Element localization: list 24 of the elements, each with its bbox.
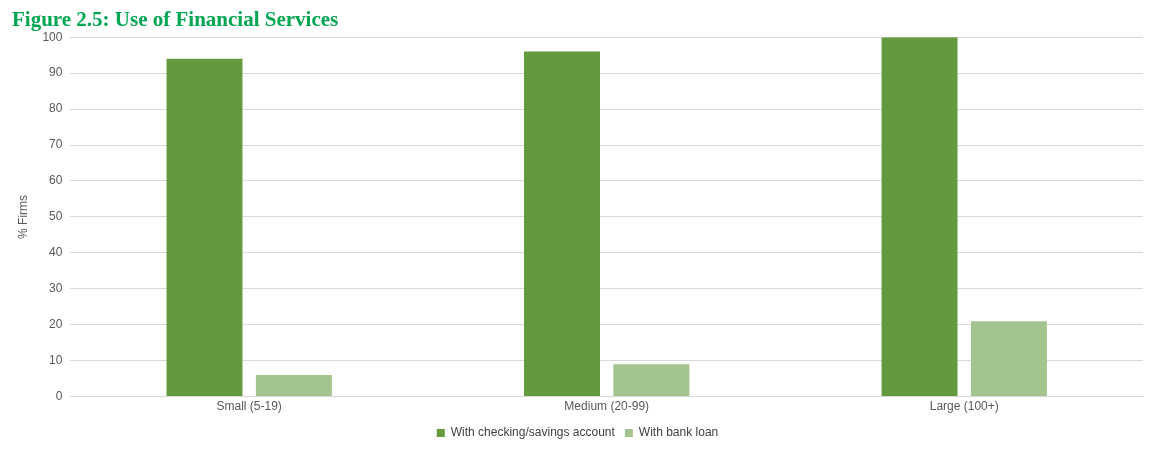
y-tick-label: 100: [42, 29, 63, 44]
bar: [970, 321, 1047, 397]
y-axis-title: % Firms: [15, 194, 30, 239]
y-tick-label: 20: [49, 317, 63, 332]
legend-label: With checking/savings account: [450, 425, 616, 440]
x-tick-label: Large (100+): [929, 399, 999, 414]
y-tick-label: 10: [49, 352, 63, 367]
chart-title: Figure 2.5: Use of Financial Services: [12, 7, 339, 32]
y-tick-label: 80: [49, 101, 63, 116]
y-tick-label: 60: [49, 173, 63, 188]
x-tick-label: Small (5-19): [216, 399, 282, 414]
bar: [524, 51, 601, 397]
y-tick-label: 0: [55, 388, 63, 403]
y-tick-label: 70: [49, 137, 63, 152]
bar: [166, 58, 243, 397]
y-tick-label: 90: [49, 65, 63, 80]
y-tick-label: 40: [49, 245, 63, 260]
legend-label: With bank loan: [638, 425, 719, 440]
x-tick-label: Medium (20-99): [564, 399, 650, 414]
bar: [881, 37, 958, 397]
bar: [613, 364, 690, 397]
y-tick-label: 30: [49, 281, 63, 296]
bar: [255, 375, 332, 397]
y-tick-label: 50: [49, 209, 63, 224]
